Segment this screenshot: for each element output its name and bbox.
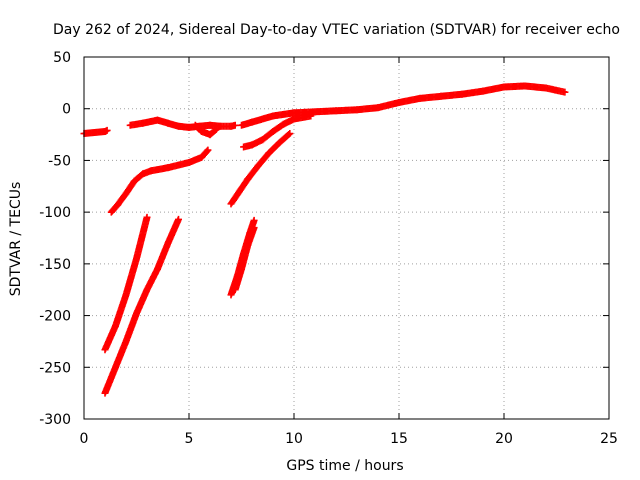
data-point — [212, 125, 220, 133]
data-point — [175, 215, 182, 223]
data-point — [211, 126, 219, 134]
x-tick-label: 5 — [185, 431, 194, 447]
y-tick-label: 50 — [53, 50, 71, 66]
x-tick-label: 10 — [285, 431, 303, 447]
series-track-lower-rise — [240, 112, 315, 151]
x-tick-label: 0 — [80, 431, 89, 447]
y-tick-label: -200 — [39, 309, 71, 325]
data-point — [203, 147, 211, 155]
data-point — [561, 88, 569, 96]
data-point — [250, 224, 258, 232]
y-tick-label: -300 — [39, 412, 71, 428]
y-tick-label: -250 — [39, 360, 71, 376]
data-point — [231, 121, 239, 129]
data-point — [307, 112, 315, 120]
y-tick-label: -50 — [48, 153, 71, 169]
data-point — [286, 130, 294, 138]
data-point — [103, 126, 111, 134]
x-axis-label: GPS time / hours — [286, 458, 403, 474]
x-tick-label: 20 — [495, 431, 513, 447]
data-point — [204, 146, 212, 154]
data-point — [285, 130, 293, 138]
tick-labels: 0 5 10 15 20 25 50 0 -50 -100 -150 -200 -250 -300 — [39, 50, 618, 447]
x-tick-label: 25 — [600, 431, 618, 447]
series-track-d — [227, 130, 294, 208]
series-track-b — [101, 213, 151, 354]
chart-title: Day 262 of 2024, Sidereal Day-to-day VTE… — [53, 22, 620, 38]
tick-marks — [83, 56, 610, 420]
data-layer — [80, 82, 569, 397]
series-track-main-rise — [238, 82, 569, 129]
series-track-early-level — [80, 126, 111, 138]
series-track-a — [107, 146, 212, 216]
y-axis-label: SDTVAR / TECUs — [8, 182, 24, 297]
data-point — [250, 216, 258, 224]
series-track-e-inner — [231, 224, 258, 294]
y-tick-label: 0 — [62, 102, 71, 118]
y-tick-label: -100 — [39, 205, 71, 221]
series-track-morning-level — [126, 116, 239, 131]
series-track-morning-dip — [191, 121, 220, 139]
x-tick-label: 15 — [390, 431, 408, 447]
y-tick-label: -150 — [39, 257, 71, 273]
data-point — [143, 213, 151, 221]
series-track-c — [101, 215, 182, 397]
plot-frame — [83, 56, 610, 420]
